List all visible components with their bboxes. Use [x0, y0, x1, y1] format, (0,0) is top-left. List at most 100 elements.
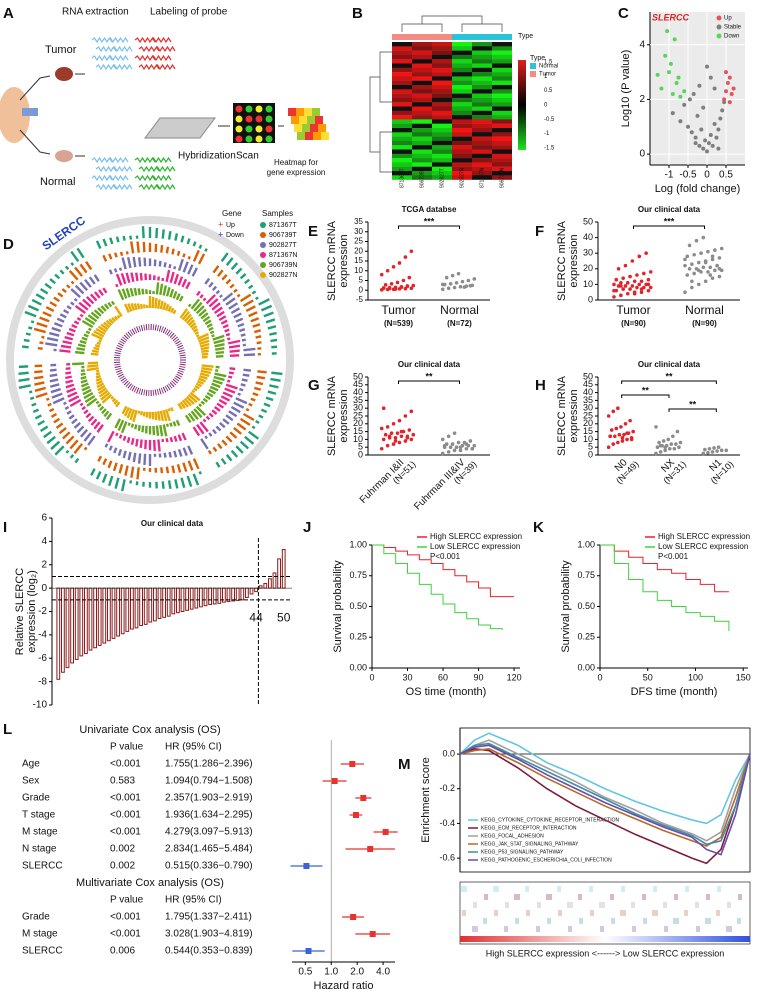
point — [625, 291, 630, 296]
circos-gene — [140, 388, 144, 396]
circos-bar — [260, 304, 273, 312]
circos-bar — [208, 281, 214, 288]
circos-bar — [130, 466, 135, 478]
circos-gene — [172, 336, 178, 342]
legend-label: KEGG_PATHOGENIC_ESCHERICHIA_COLI_INFECTI… — [481, 857, 612, 863]
circos-bar — [95, 377, 102, 382]
circos-bar — [228, 410, 238, 418]
circos-bar — [65, 379, 74, 384]
heatmap-cell — [452, 97, 472, 103]
circos-bar — [205, 294, 216, 305]
circos-bar — [79, 429, 88, 438]
heatmap-cell — [392, 166, 412, 172]
circos-bar — [239, 273, 247, 280]
heatmap-cell — [472, 93, 492, 99]
probe-strand — [154, 45, 176, 53]
x-tick-label: 0 — [704, 170, 710, 181]
circos-bar — [110, 300, 116, 306]
point — [631, 429, 635, 434]
bar — [134, 587, 139, 629]
circos-gene — [171, 334, 177, 340]
circos-bar — [167, 408, 171, 412]
y-axis-label: Enrichment score — [420, 757, 432, 843]
bar — [56, 587, 61, 680]
circos-bar — [124, 465, 129, 476]
significance-label: ** — [665, 371, 673, 381]
hr-marker — [352, 812, 359, 818]
legend-label: Normal — [539, 64, 558, 70]
circos-bar — [162, 285, 168, 296]
circos-bar — [204, 435, 208, 440]
circos-bar — [87, 435, 96, 446]
y-tick-label: 4 — [41, 536, 47, 547]
circos-gene — [176, 373, 183, 378]
heatmap-icon-cell — [312, 108, 320, 116]
circos-bar — [85, 330, 91, 335]
circos-bar — [81, 406, 86, 411]
circos-bar — [185, 395, 195, 405]
circos-bar — [109, 237, 114, 245]
hr-marker — [360, 795, 367, 801]
section-title: Univariate Cox analysis (OS) — [79, 724, 220, 736]
chart-title: Our clinical data — [638, 205, 701, 214]
heatmap-cell — [452, 72, 472, 77]
circos-bar — [101, 408, 107, 415]
circos-bar — [179, 308, 189, 319]
colorbar-tick: 1.5 — [544, 60, 553, 66]
heatmap-cell — [452, 54, 472, 60]
heatmap-cell — [492, 175, 512, 180]
circos-bar — [101, 393, 113, 404]
circos-bar — [212, 334, 225, 341]
circos-bar — [269, 331, 277, 336]
heatmap-cell — [452, 175, 472, 180]
circos-bar — [202, 315, 211, 323]
circos-bar — [151, 296, 155, 309]
heatmap-cell — [432, 42, 452, 47]
circos-bar — [247, 430, 260, 440]
circos-bar — [71, 418, 78, 425]
circos-bar — [228, 375, 233, 379]
heatmap-cell — [412, 59, 432, 64]
colorbar — [518, 60, 526, 150]
circos-bar — [121, 288, 128, 299]
circos-bar — [115, 283, 119, 288]
circos-bar — [49, 278, 56, 285]
y-axis-label: SLERCC mRNA — [556, 375, 568, 456]
heatmap-cell — [472, 67, 492, 73]
scan-spot — [265, 135, 273, 143]
significance-label: ** — [689, 399, 697, 409]
point — [672, 37, 677, 42]
circos-bar — [215, 351, 225, 355]
circos-bar — [233, 401, 245, 409]
circos-gene — [176, 342, 183, 347]
circos-gene — [115, 349, 122, 353]
circos-bar — [167, 480, 172, 489]
circos-bar — [197, 332, 209, 340]
circos-gene — [133, 327, 138, 334]
heatmap-cell — [492, 63, 512, 68]
heatmap-cell — [432, 85, 452, 90]
circos-bar — [120, 479, 126, 492]
x-axis-label: OS time (month) — [406, 686, 487, 698]
y-tick-label: 10 — [583, 434, 593, 444]
bar — [263, 582, 268, 589]
circos-bar — [46, 435, 56, 445]
y-tick-label: 35 — [354, 217, 363, 226]
legend-marker — [260, 272, 266, 278]
circos-bar — [78, 301, 89, 311]
circos-gene — [115, 367, 122, 371]
point — [621, 276, 625, 280]
point — [616, 440, 620, 445]
circos-bar — [118, 434, 123, 439]
circos-bar — [225, 332, 231, 337]
circos-bar — [191, 325, 198, 331]
circos-bar — [214, 347, 225, 351]
probe-strand — [150, 156, 172, 164]
circos-bar — [82, 388, 92, 396]
heatmap-cell — [412, 149, 432, 154]
circos-bar — [137, 424, 141, 432]
point — [458, 284, 463, 289]
panel-label: L — [3, 721, 12, 738]
circos-bar — [190, 298, 201, 310]
point — [710, 257, 715, 262]
